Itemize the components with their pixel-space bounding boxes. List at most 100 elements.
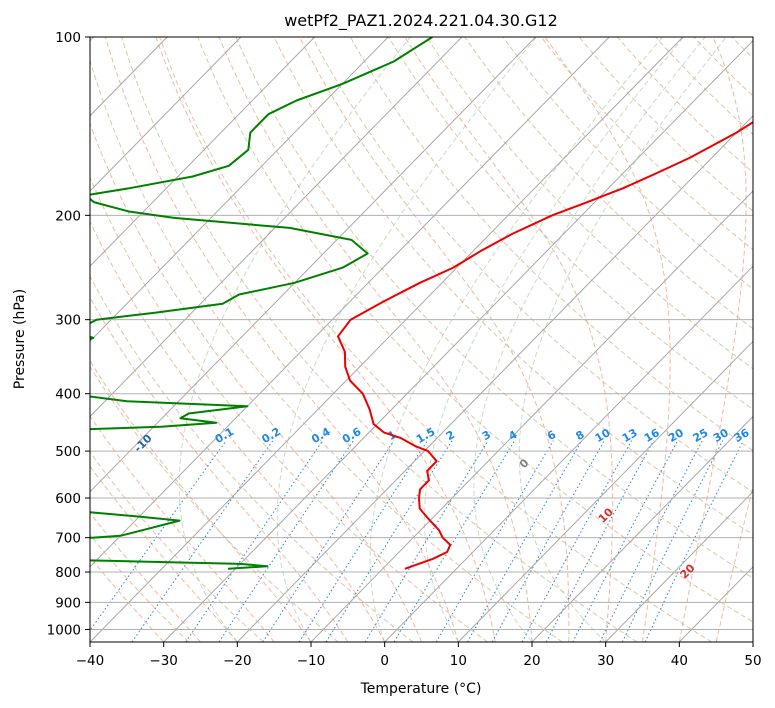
moist-adiabat-line: [90, 465, 238, 642]
y-tick-label: 500: [55, 444, 81, 460]
dry-adiabat-line: [426, 37, 753, 370]
mixing-ratio-lines: [90, 440, 744, 642]
y-axis-ticks: 100 200 300 400 500 600 700 800 900 1000: [47, 30, 90, 638]
x-tick-label: 20: [523, 653, 540, 669]
isotherm-gridlines: [90, 37, 753, 642]
moist-adiabat-line: [218, 37, 533, 642]
mixing-ratio-label: 10: [593, 426, 613, 445]
dewpoint-trace: [90, 37, 433, 570]
dry-adiabat-line: [464, 37, 753, 330]
mixing-ratio-label: 3: [480, 428, 493, 443]
mixing-ratio-line: [467, 440, 583, 642]
mixing-ratio-label: 0.1: [213, 425, 236, 446]
isotherm-line: [90, 37, 389, 343]
dry-adiabat-line: [770, 37, 775, 642]
isotherm-line: [457, 340, 753, 642]
mixing-ratio-line: [599, 440, 703, 642]
moist-adiabat-line: [715, 485, 753, 642]
isotherm-line: [752, 641, 753, 642]
mixing-ratio-line: [131, 440, 274, 642]
dry-adiabat-line: [90, 534, 190, 642]
moist-adiabat-line: [678, 37, 747, 642]
mixing-ratio-label: 0.6: [340, 425, 364, 446]
y-tick-label: 700: [55, 531, 81, 547]
mixing-ratio-label: 16: [642, 426, 662, 445]
reference-curve-line: [369, 37, 663, 642]
isotherm-line: [90, 37, 463, 418]
dry-adiabat-line: [235, 37, 753, 579]
plot-frame: [89, 36, 754, 643]
y-tick-label: 400: [55, 387, 81, 403]
mixing-ratio-label: 0.4: [309, 425, 333, 446]
mixing-ratio-line: [521, 440, 633, 642]
moist-adiabat-line: [90, 220, 386, 642]
isotherm-line: [90, 37, 610, 568]
dry-adiabat-line: [90, 451, 264, 642]
dry-adiabats: [90, 37, 775, 642]
isotherm-line: [384, 265, 753, 642]
moist-adiabat-line: [90, 415, 275, 642]
moist-adiabat-line: [404, 37, 614, 642]
moist-adiabat-line: [90, 122, 422, 642]
mixing-ratio-line: [325, 440, 453, 642]
mixing-ratio-line: [90, 440, 227, 632]
isotherm-line: [90, 37, 315, 267]
moist-adiabat-line: [90, 512, 201, 642]
mixing-ratio-label: 36: [732, 426, 752, 445]
moist-adiabat-line: [90, 556, 165, 642]
isotherm-line: [605, 490, 753, 642]
mixing-ratio-line: [621, 440, 724, 642]
x-tick-label: 0: [380, 653, 389, 669]
mixing-ratio-label: 8: [573, 428, 586, 443]
y-tick-label: 1000: [47, 622, 81, 638]
isotherm-line: [531, 415, 753, 642]
dry-adiabat-line: [617, 37, 753, 174]
y-tick-label: 800: [55, 565, 81, 581]
x-tick-label: −20: [223, 653, 252, 669]
mixing-ratio-label: 13: [620, 426, 640, 445]
isotherm-line: [163, 39, 753, 642]
mixing-ratio-line: [262, 440, 395, 642]
mixing-ratio-line: [572, 440, 679, 642]
x-tick-label: 50: [744, 653, 761, 669]
isobar-gridlines: [90, 37, 753, 630]
moist-adiabat-label: 30: [759, 609, 775, 629]
dry-adiabat-line: [311, 37, 753, 493]
dry-adiabat-line: [121, 37, 638, 642]
x-tick-label: 30: [597, 653, 614, 669]
dry-adiabat-line: [90, 365, 339, 642]
mixing-ratio-line: [491, 440, 605, 642]
mixing-ratio-line: [298, 440, 428, 642]
mixing-ratio-label: 6: [545, 428, 558, 443]
moist-adiabat-line: [90, 296, 349, 642]
dry-adiabat-line: [90, 58, 563, 642]
moist-adiabat-line: [104, 37, 459, 642]
reference-curve-line: [178, 37, 411, 642]
y-tick-label: 100: [55, 30, 81, 46]
x-tick-label: 10: [450, 653, 467, 669]
moist-adiabat-label: 20: [677, 561, 697, 581]
mixing-ratio-line: [364, 440, 489, 642]
mixing-ratio-line: [435, 440, 554, 642]
reference-curve-line: [424, 37, 685, 642]
dry-adiabat-line: [388, 37, 753, 410]
x-axis-label: Temperature (°C): [360, 681, 482, 697]
y-tick-label: 300: [55, 313, 81, 329]
mixing-ratio-label: 2: [444, 428, 457, 443]
isotherm-line: [90, 37, 536, 493]
reference-curve-line: [518, 37, 727, 642]
y-tick-label: 900: [55, 595, 81, 611]
mixing-ratio-line: [218, 440, 354, 642]
dry-adiabat-line: [502, 37, 753, 290]
chart-title: wetPf2_PAZ1.2024.221.04.30.G12: [284, 11, 558, 31]
mixing-ratio-label: 1.5: [414, 425, 437, 446]
sounding-traces: [90, 37, 753, 570]
mixing-ratio-label: 20: [666, 426, 686, 445]
dry-adiabat-line: [655, 37, 753, 135]
temperature-trace: [337, 120, 753, 570]
dry-adiabat-line: [90, 275, 414, 642]
y-tick-label: 600: [55, 491, 81, 507]
moist-adiabat-line: [90, 359, 312, 642]
x-tick-label: −10: [297, 653, 326, 669]
